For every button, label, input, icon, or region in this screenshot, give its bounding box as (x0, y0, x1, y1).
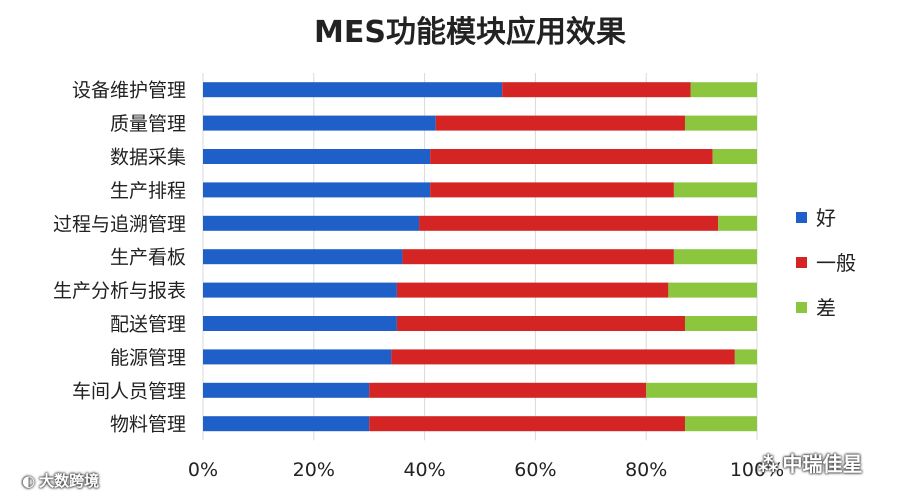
chart-title: MES功能模块应用效果 (314, 15, 626, 50)
bar-segment (684, 416, 757, 432)
bar-segment (396, 282, 669, 298)
bar-segment (646, 382, 757, 398)
legend-swatch (796, 212, 807, 223)
bar-segment (430, 182, 674, 198)
x-tick-label: 80% (625, 459, 667, 481)
watermark-left: ◐ 大数跨境 (22, 470, 99, 491)
category-label: 生产排程 (110, 180, 186, 202)
bar-segment (396, 316, 685, 331)
bar-segment (718, 215, 757, 231)
category-label: 过程与追溯管理 (53, 213, 186, 235)
bar-segment (684, 316, 757, 331)
category-label: 配送管理 (110, 314, 186, 336)
watermark-right: ⁂ 中瑞佳星 (758, 448, 862, 477)
bar-segment (203, 416, 370, 432)
category-label: 生产分析与报表 (53, 280, 186, 302)
legend-swatch (796, 302, 807, 313)
bar-segment (203, 316, 397, 331)
x-tick-label: 100% (730, 459, 784, 481)
category-label: 生产看板 (110, 247, 186, 269)
bar-segment (673, 182, 757, 198)
bar-segment (203, 149, 431, 164)
legend-swatch (796, 257, 807, 268)
bar-segment (402, 249, 674, 265)
category-label: 质量管理 (110, 113, 186, 135)
bar-segment (203, 115, 436, 131)
x-tick-label: 20% (293, 459, 335, 481)
legend-label: 好 (816, 206, 836, 230)
category-label: 能源管理 (110, 347, 186, 369)
bar-segment (734, 349, 757, 365)
bar-segment (684, 115, 757, 131)
bar-segment (203, 382, 370, 398)
x-tick-label: 0% (188, 459, 218, 481)
bar-segment (369, 382, 647, 398)
x-tick-label: 60% (514, 459, 556, 481)
bar-segment (430, 149, 713, 164)
bar-segment (690, 82, 757, 98)
category-labels: 设备维护管理质量管理数据采集生产排程过程与追溯管理生产看板生产分析与报表配送管理… (53, 80, 186, 436)
watermark-left-text: 大数跨境 (39, 472, 100, 490)
bar-segment (419, 215, 719, 231)
legend-label: 差 (816, 296, 836, 320)
x-tick-label: 40% (403, 459, 445, 481)
bar-segment (203, 249, 403, 265)
legend-label: 一般 (816, 251, 856, 275)
bars (203, 82, 757, 432)
bar-segment (673, 249, 757, 265)
bar-segment (391, 349, 735, 365)
bar-segment (369, 416, 685, 432)
category-label: 设备维护管理 (72, 80, 186, 102)
bar-segment (203, 282, 397, 298)
category-label: 物料管理 (110, 414, 186, 436)
bar-segment (502, 82, 691, 98)
bar-segment (712, 149, 757, 164)
watermark-logo-icon: ◐ (22, 472, 36, 490)
category-label: 车间人员管理 (72, 380, 186, 402)
wechat-icon: ⁂ (758, 452, 779, 476)
watermark-right-text: 中瑞佳星 (782, 452, 863, 476)
bar-segment (203, 82, 503, 98)
x-tick-labels: 0% 20% 40% 60% 80% 100% (188, 459, 784, 481)
bar-segment (203, 215, 420, 231)
bar-segment (203, 182, 431, 198)
bar-segment (435, 115, 685, 131)
bar-segment (668, 282, 757, 298)
category-label: 数据采集 (110, 147, 186, 169)
bar-segment (203, 349, 392, 365)
